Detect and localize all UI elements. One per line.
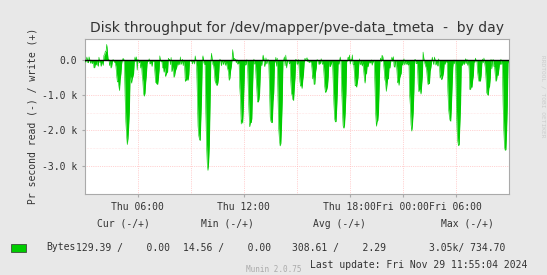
Text: Avg (-/+): Avg (-/+) (313, 219, 365, 229)
Text: Bytes: Bytes (46, 243, 76, 252)
Text: 3.05k/ 734.70: 3.05k/ 734.70 (429, 243, 506, 252)
Text: Max (-/+): Max (-/+) (441, 219, 494, 229)
Text: Min (-/+): Min (-/+) (201, 219, 253, 229)
Text: 308.61 /    2.29: 308.61 / 2.29 (292, 243, 386, 252)
Text: 14.56 /    0.00: 14.56 / 0.00 (183, 243, 271, 252)
Text: RRDTOOL / TOBI OETIKER: RRDTOOL / TOBI OETIKER (541, 55, 546, 138)
Title: Disk throughput for /dev/mapper/pve-data_tmeta  -  by day: Disk throughput for /dev/mapper/pve-data… (90, 21, 504, 35)
Text: 129.39 /    0.00: 129.39 / 0.00 (76, 243, 170, 252)
Text: Cur (-/+): Cur (-/+) (97, 219, 149, 229)
Y-axis label: Pr second read (-) / write (+): Pr second read (-) / write (+) (28, 28, 38, 204)
Text: Last update: Fri Nov 29 11:55:04 2024: Last update: Fri Nov 29 11:55:04 2024 (311, 260, 528, 270)
Text: Munin 2.0.75: Munin 2.0.75 (246, 265, 301, 274)
